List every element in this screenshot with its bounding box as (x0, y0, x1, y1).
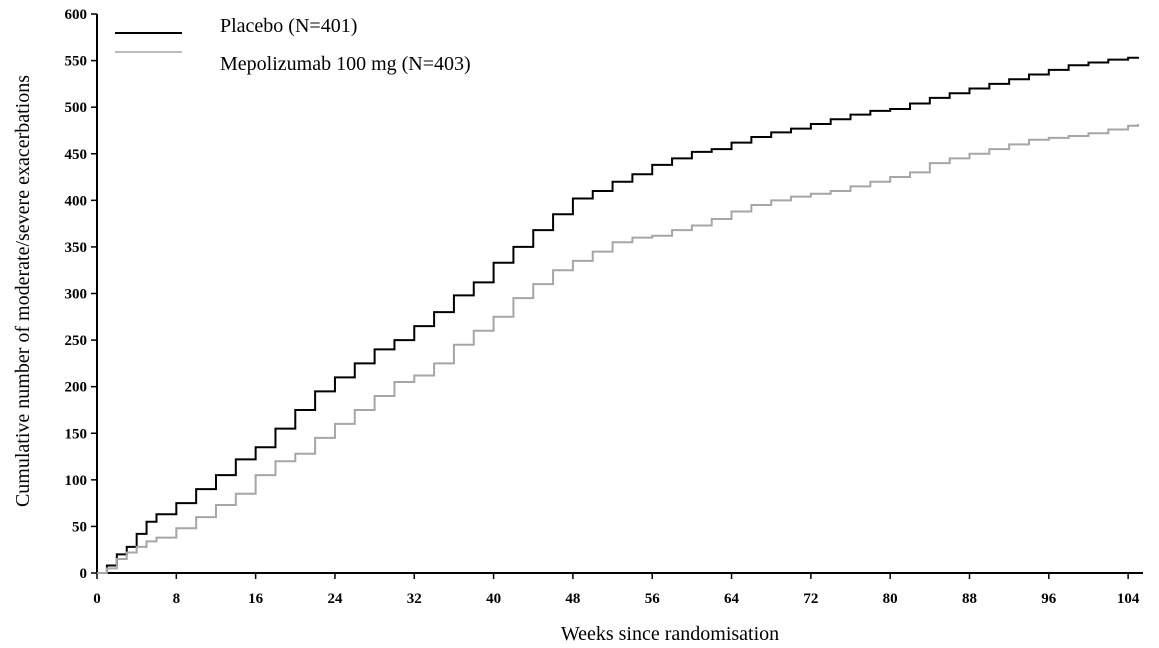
y-axis-label: Cumulative number of moderate/severe exa… (12, 75, 34, 507)
y-tick-label: 0 (80, 566, 88, 582)
x-axis-label: Weeks since randomisation (561, 623, 779, 645)
x-tick-label: 8 (173, 591, 181, 607)
y-tick-label: 250 (65, 333, 88, 349)
x-tick-label: 72 (803, 591, 818, 607)
series-lines (97, 56, 1140, 574)
x-tick-label: 24 (327, 591, 343, 607)
series-line-placebo (97, 56, 1140, 574)
series-line-mepolizumab (97, 123, 1140, 574)
x-tick-label: 64 (724, 591, 740, 607)
x-tick-label: 56 (645, 591, 661, 607)
y-tick-label: 600 (65, 7, 88, 23)
legend: Placebo (N=401) Mepolizumab 100 mg (N=40… (115, 15, 471, 75)
x-tick-label: 48 (565, 591, 580, 607)
y-tick-label: 150 (65, 426, 88, 442)
legend-label-placebo: Placebo (N=401) (220, 15, 357, 37)
y-tick-label: 200 (65, 380, 88, 396)
y-tick-label: 550 (65, 54, 88, 70)
y-tick-label: 500 (65, 100, 88, 116)
y-tick-label: 400 (65, 193, 88, 209)
x-tick-label: 104 (1117, 591, 1140, 607)
x-tick-label: 96 (1041, 591, 1057, 607)
legend-label-mepolizumab: Mepolizumab 100 mg (N=403) (220, 53, 471, 75)
x-tick-label: 40 (486, 591, 501, 607)
y-tick-label: 300 (65, 287, 88, 303)
y-tick-label: 50 (72, 519, 87, 535)
x-axis-ticks: 0 8 16 24 32 40 48 56 64 72 80 88 96 104 (93, 573, 1140, 607)
x-tick-label: 80 (883, 591, 898, 607)
y-tick-label: 350 (65, 240, 88, 256)
x-tick-label: 32 (407, 591, 422, 607)
y-tick-label: 450 (65, 147, 88, 163)
x-tick-label: 0 (93, 591, 101, 607)
y-tick-label: 100 (65, 473, 88, 489)
x-tick-label: 16 (248, 591, 264, 607)
y-axis-ticks: 0 50 100 150 200 250 300 350 400 450 500 550 600 (65, 7, 97, 582)
x-tick-label: 88 (962, 591, 977, 607)
